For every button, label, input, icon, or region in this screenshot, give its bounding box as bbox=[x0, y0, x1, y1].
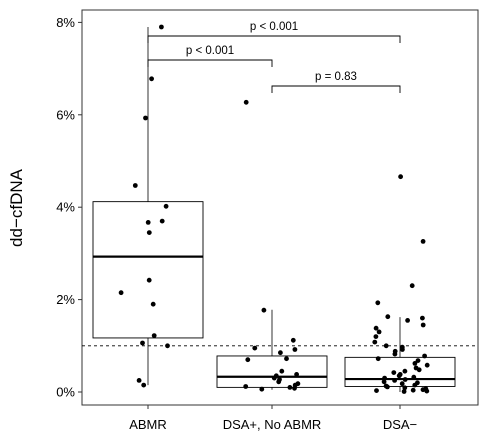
data-point bbox=[409, 283, 415, 289]
data-point bbox=[243, 99, 249, 105]
data-point bbox=[259, 386, 265, 392]
data-point bbox=[412, 361, 418, 366]
data-point bbox=[143, 115, 148, 121]
x-axis: ABMR DSA+, No ABMR DSA− bbox=[129, 405, 417, 432]
y-tick-label: 4% bbox=[56, 200, 75, 215]
data-point bbox=[398, 174, 403, 180]
y-tick-label: 6% bbox=[56, 107, 75, 122]
data-point bbox=[292, 347, 298, 352]
p-value-label: p = 0.83 bbox=[315, 71, 357, 83]
data-point bbox=[278, 350, 283, 356]
x-tick-label: ABMR bbox=[129, 417, 167, 432]
box bbox=[344, 356, 456, 387]
data-point bbox=[375, 356, 381, 362]
y-axis: 0% 2% 4% 6% 8% bbox=[56, 15, 82, 400]
data-point bbox=[412, 382, 418, 388]
y-tick-label: 0% bbox=[56, 385, 75, 400]
data-point bbox=[420, 387, 426, 393]
data-point bbox=[145, 220, 151, 225]
data-point bbox=[392, 351, 398, 357]
data-point bbox=[376, 329, 382, 335]
comparison-bracket bbox=[147, 59, 273, 67]
data-point bbox=[402, 368, 408, 374]
data-point bbox=[375, 300, 381, 306]
data-point bbox=[140, 340, 145, 346]
data-point bbox=[400, 347, 405, 352]
y-axis-title: dd−cfDNA bbox=[7, 168, 26, 247]
data-point bbox=[245, 357, 251, 363]
points-group bbox=[118, 24, 430, 394]
box bbox=[92, 201, 204, 339]
data-point bbox=[420, 239, 426, 244]
data-point bbox=[165, 343, 170, 349]
data-point bbox=[396, 373, 402, 379]
data-point bbox=[422, 353, 427, 359]
data-point bbox=[284, 356, 289, 362]
data-point bbox=[287, 385, 293, 390]
data-point bbox=[420, 322, 426, 328]
data-point bbox=[159, 24, 164, 30]
data-point bbox=[410, 387, 416, 393]
data-point bbox=[292, 385, 297, 391]
data-point bbox=[392, 378, 397, 383]
data-point bbox=[261, 307, 267, 313]
data-point bbox=[136, 378, 142, 383]
data-point bbox=[415, 358, 421, 363]
data-point bbox=[149, 76, 155, 82]
data-point bbox=[382, 375, 387, 381]
data-point bbox=[405, 318, 410, 323]
data-point bbox=[402, 377, 408, 382]
x-tick-label: DSA+, No ABMR bbox=[223, 417, 322, 432]
data-point bbox=[424, 362, 430, 368]
p-value-label: p < 0.001 bbox=[250, 21, 298, 33]
data-point bbox=[391, 370, 397, 375]
data-point bbox=[150, 301, 156, 307]
x-tick-label: DSA− bbox=[383, 417, 417, 432]
box bbox=[216, 355, 328, 388]
y-tick-label: 8% bbox=[56, 15, 75, 30]
data-point bbox=[373, 325, 379, 331]
data-point bbox=[132, 183, 138, 188]
data-point bbox=[252, 345, 258, 351]
data-point bbox=[381, 379, 387, 385]
data-point bbox=[290, 337, 296, 343]
data-point bbox=[279, 368, 285, 374]
data-point bbox=[416, 367, 422, 373]
data-point bbox=[385, 384, 390, 390]
y-tick-label: 2% bbox=[56, 292, 75, 307]
p-value-label: p < 0.001 bbox=[186, 45, 234, 57]
data-point bbox=[374, 388, 379, 393]
comparisons-group: p < 0.001 p < 0.001 p = 0.83 bbox=[147, 21, 401, 93]
comparison-bracket bbox=[271, 85, 401, 93]
data-point bbox=[146, 277, 152, 283]
data-point bbox=[411, 374, 417, 380]
data-point bbox=[146, 230, 152, 236]
data-point bbox=[276, 379, 282, 385]
data-point bbox=[118, 290, 124, 296]
data-point bbox=[294, 372, 299, 377]
comparison-bracket bbox=[147, 35, 401, 43]
boxes-group bbox=[92, 27, 456, 392]
data-point bbox=[383, 343, 389, 349]
data-point bbox=[163, 203, 169, 209]
data-point bbox=[385, 314, 391, 320]
data-point bbox=[399, 381, 405, 387]
data-point bbox=[151, 333, 157, 338]
data-point bbox=[159, 218, 165, 224]
data-point bbox=[243, 384, 249, 389]
data-point bbox=[402, 385, 408, 391]
data-point bbox=[141, 382, 147, 388]
data-point bbox=[401, 389, 407, 394]
data-point bbox=[372, 339, 378, 345]
data-point bbox=[271, 375, 277, 381]
data-point bbox=[424, 388, 430, 394]
data-point bbox=[373, 334, 379, 339]
data-point bbox=[420, 315, 425, 321]
